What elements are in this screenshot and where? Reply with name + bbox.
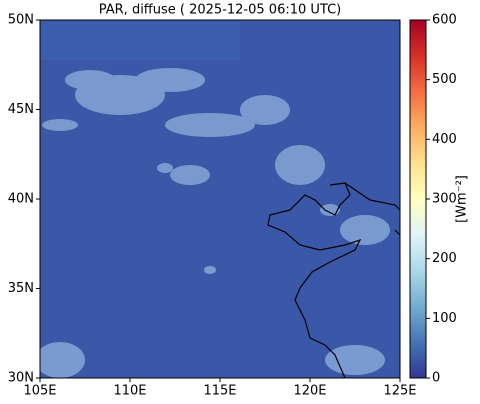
x-tick-label: 105E bbox=[23, 384, 56, 399]
colorbar-tick-label: 400 bbox=[432, 132, 457, 147]
y-tick-label: 45N bbox=[8, 102, 34, 117]
clouds bbox=[40, 68, 390, 378]
x-tick-label: 125E bbox=[383, 384, 416, 399]
map-area bbox=[40, 20, 400, 378]
chart-title: PAR, diffuse ( 2025-12-05 06:10 UTC) bbox=[99, 3, 342, 18]
coastline bbox=[267, 182, 400, 378]
y-tick-label: 35N bbox=[8, 281, 34, 296]
y-tick-label: 50N bbox=[8, 13, 34, 28]
y-tick-label: 40N bbox=[8, 192, 34, 207]
colorbar bbox=[409, 19, 427, 379]
x-tick-label: 115E bbox=[203, 384, 236, 399]
background-haze bbox=[40, 20, 240, 60]
colorbar-tick-label: 200 bbox=[432, 251, 457, 266]
colorbar-tick-label: 500 bbox=[432, 72, 457, 87]
colorbar-tick-label: 0 bbox=[432, 371, 440, 386]
x-tick-label: 110E bbox=[113, 384, 146, 399]
colorbar-tick-label: 300 bbox=[432, 192, 457, 207]
colorbar-label: [Wm⁻²] bbox=[455, 175, 470, 223]
colorbar-tick-label: 600 bbox=[432, 13, 457, 28]
x-tick-label: 120E bbox=[293, 384, 326, 399]
y-tick-label: 30N bbox=[8, 371, 34, 386]
colorbar-tick-label: 100 bbox=[432, 311, 457, 326]
